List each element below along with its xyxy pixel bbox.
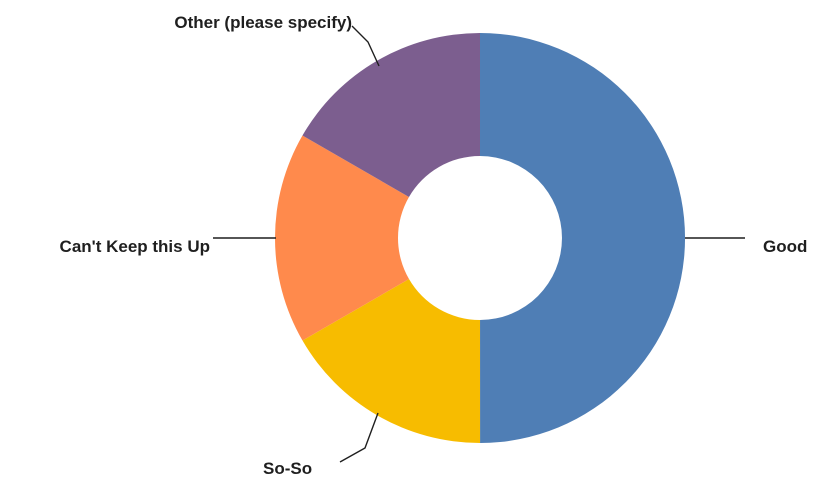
label-so-so: So-So: [263, 459, 312, 478]
leader-line-so-so: [339, 412, 379, 463]
label-other-please-specify: Other (please specify): [174, 13, 352, 32]
slice-so-so[interactable]: [302, 279, 481, 443]
slice-good[interactable]: [480, 33, 686, 443]
leader-line-other-please-specify: [351, 25, 380, 67]
label-good: Good: [763, 237, 807, 256]
label-can-t-keep-this-up: Can't Keep this Up: [60, 237, 210, 256]
leader-lines: [213, 25, 745, 463]
slice-other-please-specify[interactable]: [302, 33, 480, 198]
donut-slices: [275, 33, 686, 443]
slice-can-t-keep-this-up[interactable]: [275, 135, 409, 341]
slice-labels: Good So-So Can't Keep this Up Other (please…: [60, 13, 808, 478]
